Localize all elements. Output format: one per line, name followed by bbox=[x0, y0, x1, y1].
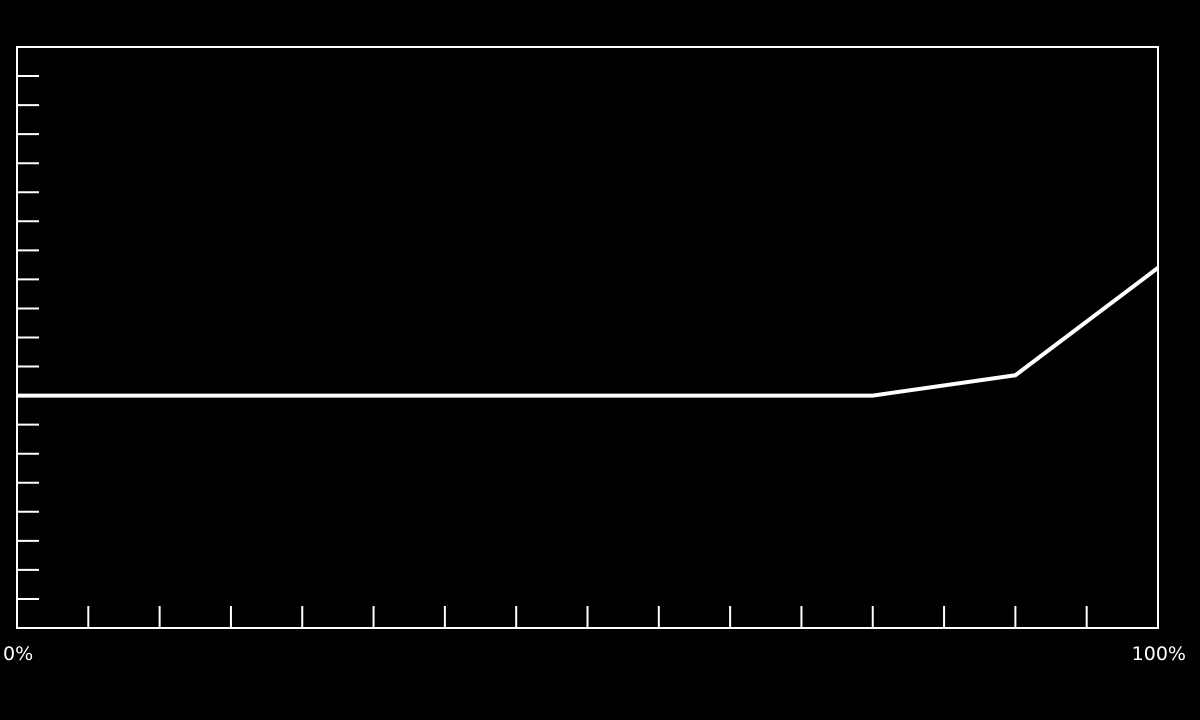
x-tick-label-min: 0% bbox=[3, 643, 33, 665]
plot-frame bbox=[16, 46, 1159, 629]
axis-ticks bbox=[17, 75, 1088, 628]
x-tick-label-max: 100% bbox=[1132, 643, 1186, 665]
series-line bbox=[17, 266, 1160, 398]
